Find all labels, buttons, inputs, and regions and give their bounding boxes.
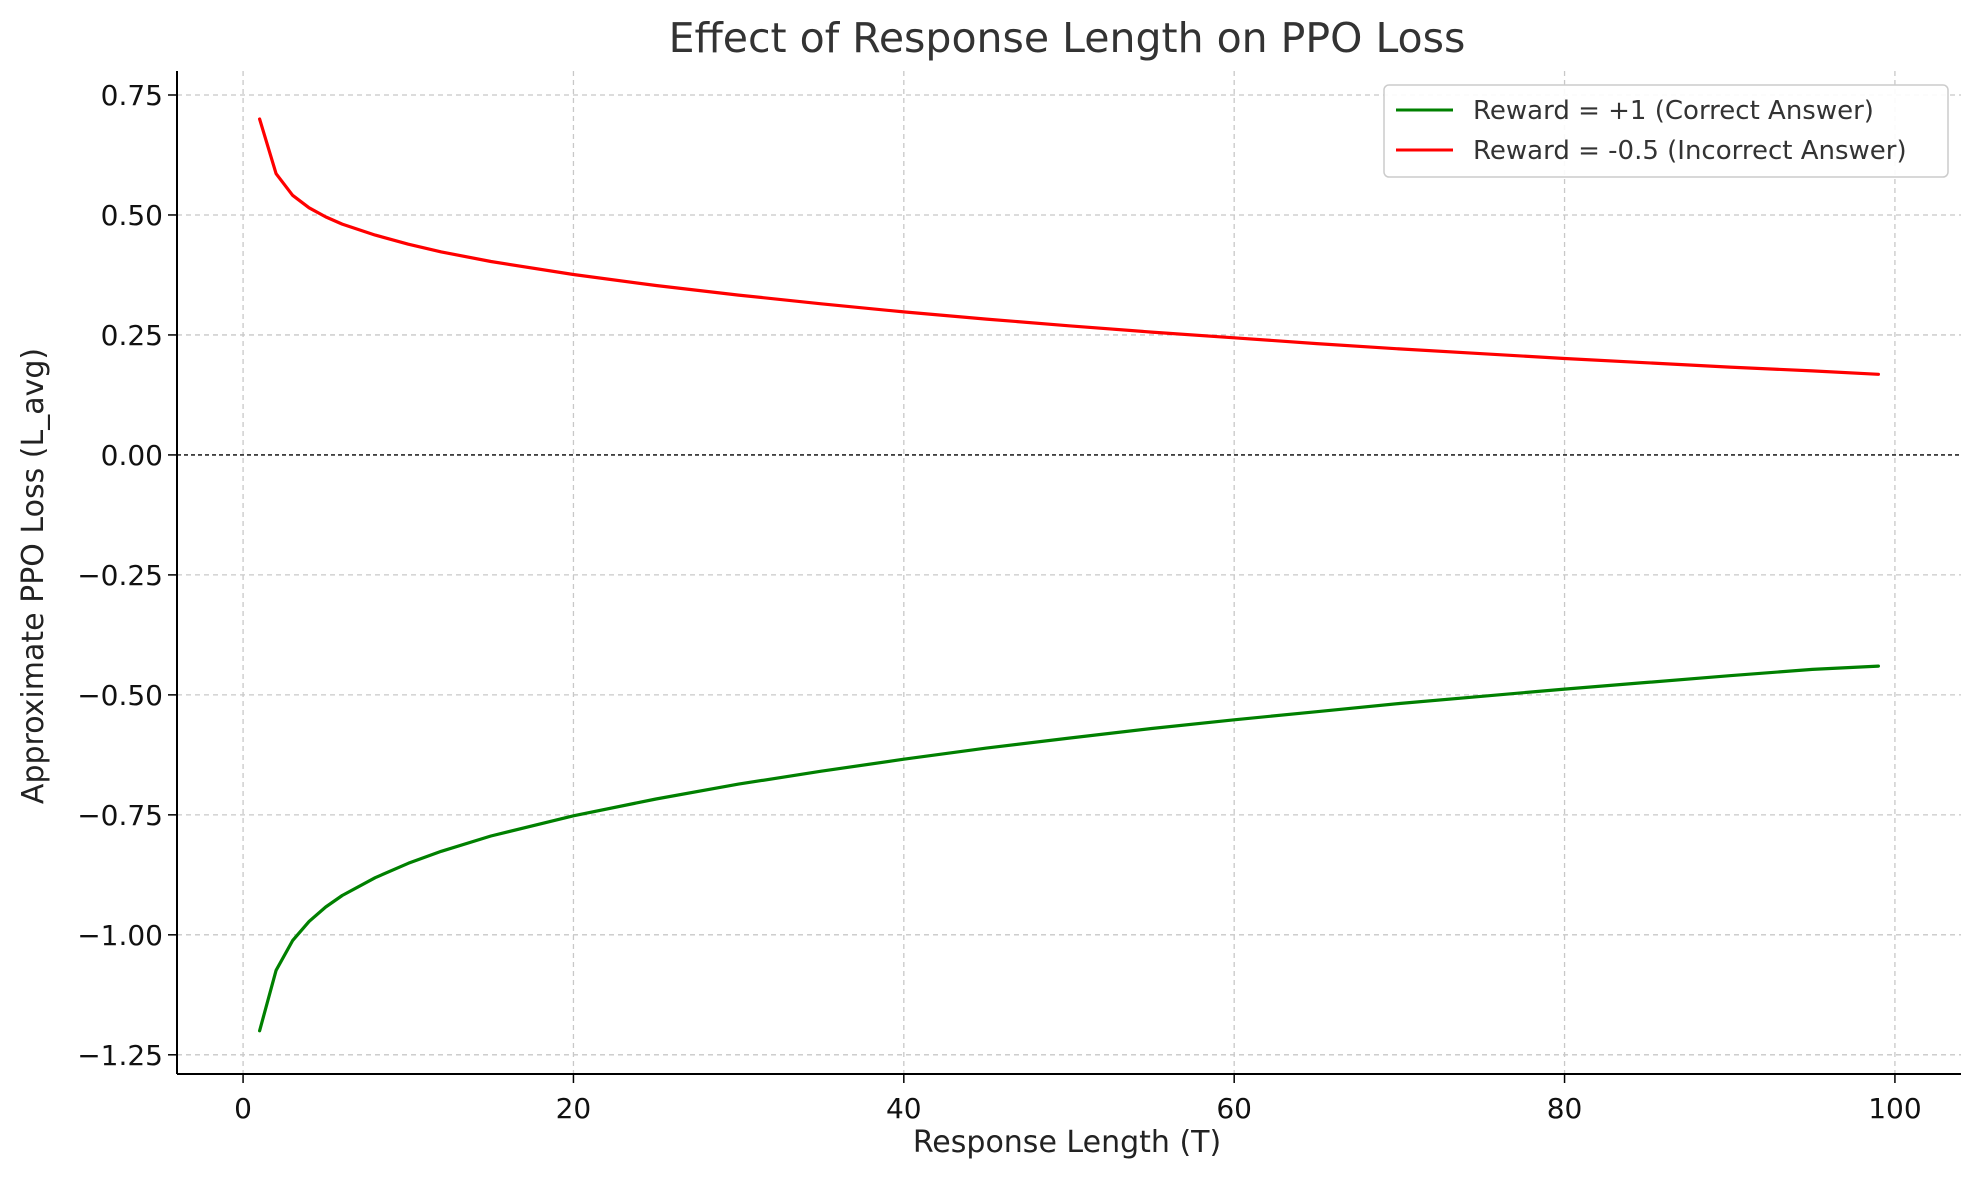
x-axis-label: Response Length (T) — [913, 1125, 1221, 1160]
x-tick-label: 20 — [556, 1092, 592, 1125]
legend-entry-correct: Reward = +1 (Correct Answer) — [1473, 96, 1874, 126]
y-tick-label: −0.50 — [77, 679, 163, 712]
legend-entry-incorrect: Reward = -0.5 (Incorrect Answer) — [1473, 136, 1907, 166]
y-tick-label: 0.00 — [101, 439, 163, 472]
y-tick-label: −0.25 — [77, 559, 163, 592]
y-tick-label: −1.00 — [77, 919, 163, 952]
series-layer — [258, 117, 1881, 1033]
y-tick-label: 0.50 — [101, 199, 163, 232]
y-tick-label: 0.75 — [101, 79, 163, 112]
y-tick-label: −1.25 — [77, 1039, 163, 1072]
legend-box — [1383, 84, 1949, 178]
x-tick-label: 0 — [234, 1092, 252, 1125]
x-ticks: 0 20 40 60 80 100 — [234, 1074, 1922, 1125]
grid — [177, 71, 1961, 1074]
y-ticks: 0.75 0.50 0.25 0.00 −0.25 −0.50 −0.75 −1.00 −1.2… — [77, 79, 177, 1072]
series-line-0 — [258, 664, 1881, 1033]
chart-title: Effect of Response Length on PPO Loss — [669, 14, 1466, 62]
x-tick-label: 100 — [1868, 1092, 1921, 1125]
series-line-1 — [258, 117, 1881, 376]
legend: Reward = +1 (Correct Answer) Reward = -0… — [1383, 84, 1949, 178]
x-tick-label: 40 — [886, 1092, 922, 1125]
y-axis-label: Approximate PPO Loss (L_avg) — [16, 348, 51, 804]
y-tick-label: 0.25 — [101, 319, 163, 352]
axes — [176, 71, 1961, 1075]
x-tick-label: 80 — [1547, 1092, 1583, 1125]
x-tick-label: 60 — [1216, 1092, 1252, 1125]
y-tick-label: −0.75 — [77, 799, 163, 832]
